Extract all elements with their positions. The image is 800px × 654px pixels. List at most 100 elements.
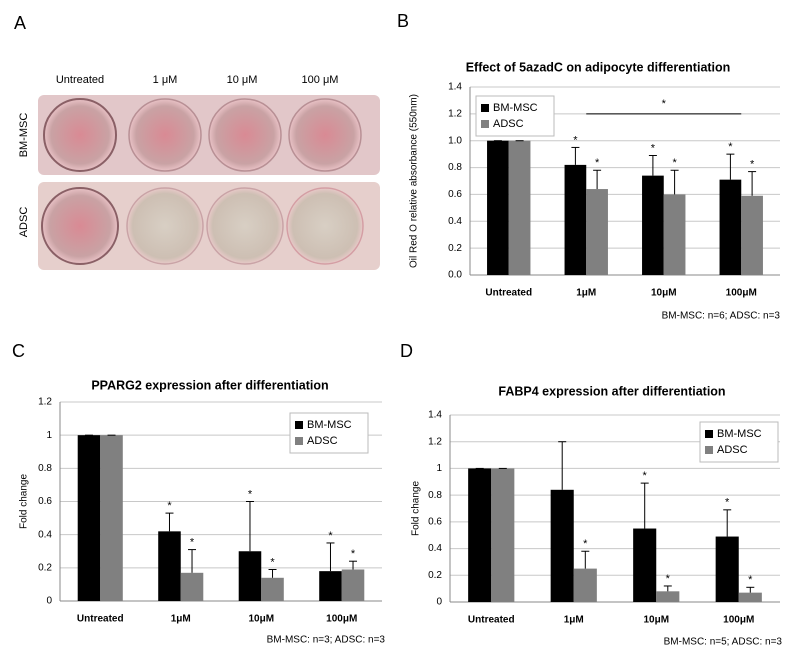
- y-tick-label: 1: [46, 430, 52, 441]
- significance-star: *: [595, 157, 600, 169]
- legend-swatch: [705, 430, 713, 438]
- bar: [238, 551, 262, 601]
- x-tick-label: Untreated: [485, 288, 532, 299]
- x-tick-label: 100μM: [326, 614, 357, 625]
- significance-star: *: [725, 497, 730, 509]
- significance-star: *: [248, 488, 253, 500]
- row-label: BM-MSC: [18, 113, 30, 158]
- x-tick-label: 10μM: [248, 614, 274, 625]
- y-tick-label: 0.0: [448, 270, 462, 281]
- chart-title: FABP4 expression after differentiation: [498, 384, 725, 398]
- y-tick-label: 1.2: [38, 397, 52, 408]
- bar: [341, 569, 365, 601]
- legend-label: ADSC: [307, 435, 338, 447]
- bar: [487, 140, 509, 275]
- bar: [508, 140, 531, 275]
- bar: [663, 194, 686, 275]
- significance-star: *: [351, 548, 356, 560]
- bar: [586, 189, 608, 275]
- column-label: 1 μM: [153, 74, 178, 86]
- bar: [656, 591, 680, 602]
- significance-star: *: [167, 500, 172, 512]
- bar: [633, 528, 657, 602]
- row-label: ADSC: [18, 207, 30, 238]
- bar: [573, 568, 597, 602]
- x-tick-label: 100μM: [723, 615, 754, 626]
- significance-star: *: [583, 538, 588, 550]
- x-tick-label: 10μM: [643, 615, 669, 626]
- y-tick-label: 0.2: [448, 243, 462, 254]
- significance-star: *: [750, 159, 755, 171]
- y-tick-label: 0: [46, 596, 52, 607]
- y-tick-label: 0.6: [448, 189, 462, 200]
- significance-star: *: [270, 556, 275, 568]
- panel-label: D: [400, 341, 413, 361]
- y-tick-label: 0.6: [38, 496, 52, 507]
- legend-swatch: [295, 421, 303, 429]
- x-tick-label: 1μM: [564, 615, 584, 626]
- panel-label: B: [397, 11, 409, 31]
- y-tick-label: 0.2: [38, 562, 52, 573]
- y-tick-label: 1.4: [448, 82, 462, 93]
- bar: [261, 577, 284, 601]
- note: BM-MSC: n=6; ADSC: n=3: [662, 311, 781, 322]
- y-tick-label: 1.4: [428, 410, 442, 421]
- y-tick-label: 0.6: [428, 516, 442, 527]
- significance-star: *: [728, 141, 733, 153]
- bar: [158, 531, 181, 601]
- legend-swatch: [295, 437, 303, 445]
- y-tick-label: 0.4: [38, 529, 52, 540]
- x-tick-label: Untreated: [77, 614, 124, 625]
- y-tick-label: 0.4: [428, 543, 442, 554]
- column-label: 10 μM: [227, 74, 258, 86]
- x-tick-label: 10μM: [651, 288, 677, 299]
- panel-label: A: [14, 13, 26, 33]
- bar: [741, 195, 763, 275]
- bar: [468, 468, 492, 602]
- legend-label: ADSC: [717, 444, 748, 456]
- y-tick-label: 1: [436, 463, 442, 474]
- significance-star: *: [666, 573, 671, 585]
- bar: [180, 572, 204, 601]
- y-tick-label: 0: [436, 597, 442, 608]
- y-tick-label: 0.8: [448, 162, 462, 173]
- y-tick-label: 1.2: [428, 436, 442, 447]
- column-label: 100 μM: [302, 74, 339, 86]
- legend-box: [289, 412, 369, 454]
- bar: [77, 435, 101, 601]
- note: BM-MSC: n=5; ADSC: n=3: [664, 637, 783, 648]
- y-axis-label: Oil Red O relative absorbance (550nm): [409, 94, 420, 268]
- y-axis-label: Fold change: [411, 481, 422, 536]
- bar: [550, 489, 574, 602]
- legend-label: BM-MSC: [307, 419, 352, 431]
- bar: [715, 536, 739, 602]
- note: BM-MSC: n=3; ADSC: n=3: [267, 635, 386, 646]
- significance-star: *: [573, 134, 578, 146]
- significance-star: *: [643, 470, 648, 482]
- bar: [319, 571, 342, 601]
- legend-swatch: [481, 104, 489, 112]
- column-label: Untreated: [56, 74, 104, 86]
- y-tick-label: 0.8: [428, 490, 442, 501]
- significance-star: *: [662, 98, 667, 110]
- bar: [100, 435, 123, 601]
- x-tick-label: 1μM: [171, 614, 191, 625]
- legend-swatch: [705, 446, 713, 454]
- legend-box: [699, 421, 779, 463]
- bar: [719, 179, 742, 275]
- legend-label: BM-MSC: [717, 428, 762, 440]
- y-tick-label: 0.2: [428, 570, 442, 581]
- x-tick-label: 1μM: [576, 288, 596, 299]
- significance-star: *: [748, 574, 753, 586]
- legend-label: ADSC: [493, 118, 524, 130]
- legend-box: [475, 95, 555, 137]
- significance-star: *: [328, 530, 333, 542]
- legend-swatch: [481, 120, 489, 128]
- x-tick-label: 100μM: [726, 288, 757, 299]
- x-tick-label: Untreated: [468, 615, 515, 626]
- significance-star: *: [651, 142, 656, 154]
- legend-label: BM-MSC: [493, 102, 538, 114]
- significance-star: *: [672, 157, 677, 169]
- y-tick-label: 1.0: [448, 135, 462, 146]
